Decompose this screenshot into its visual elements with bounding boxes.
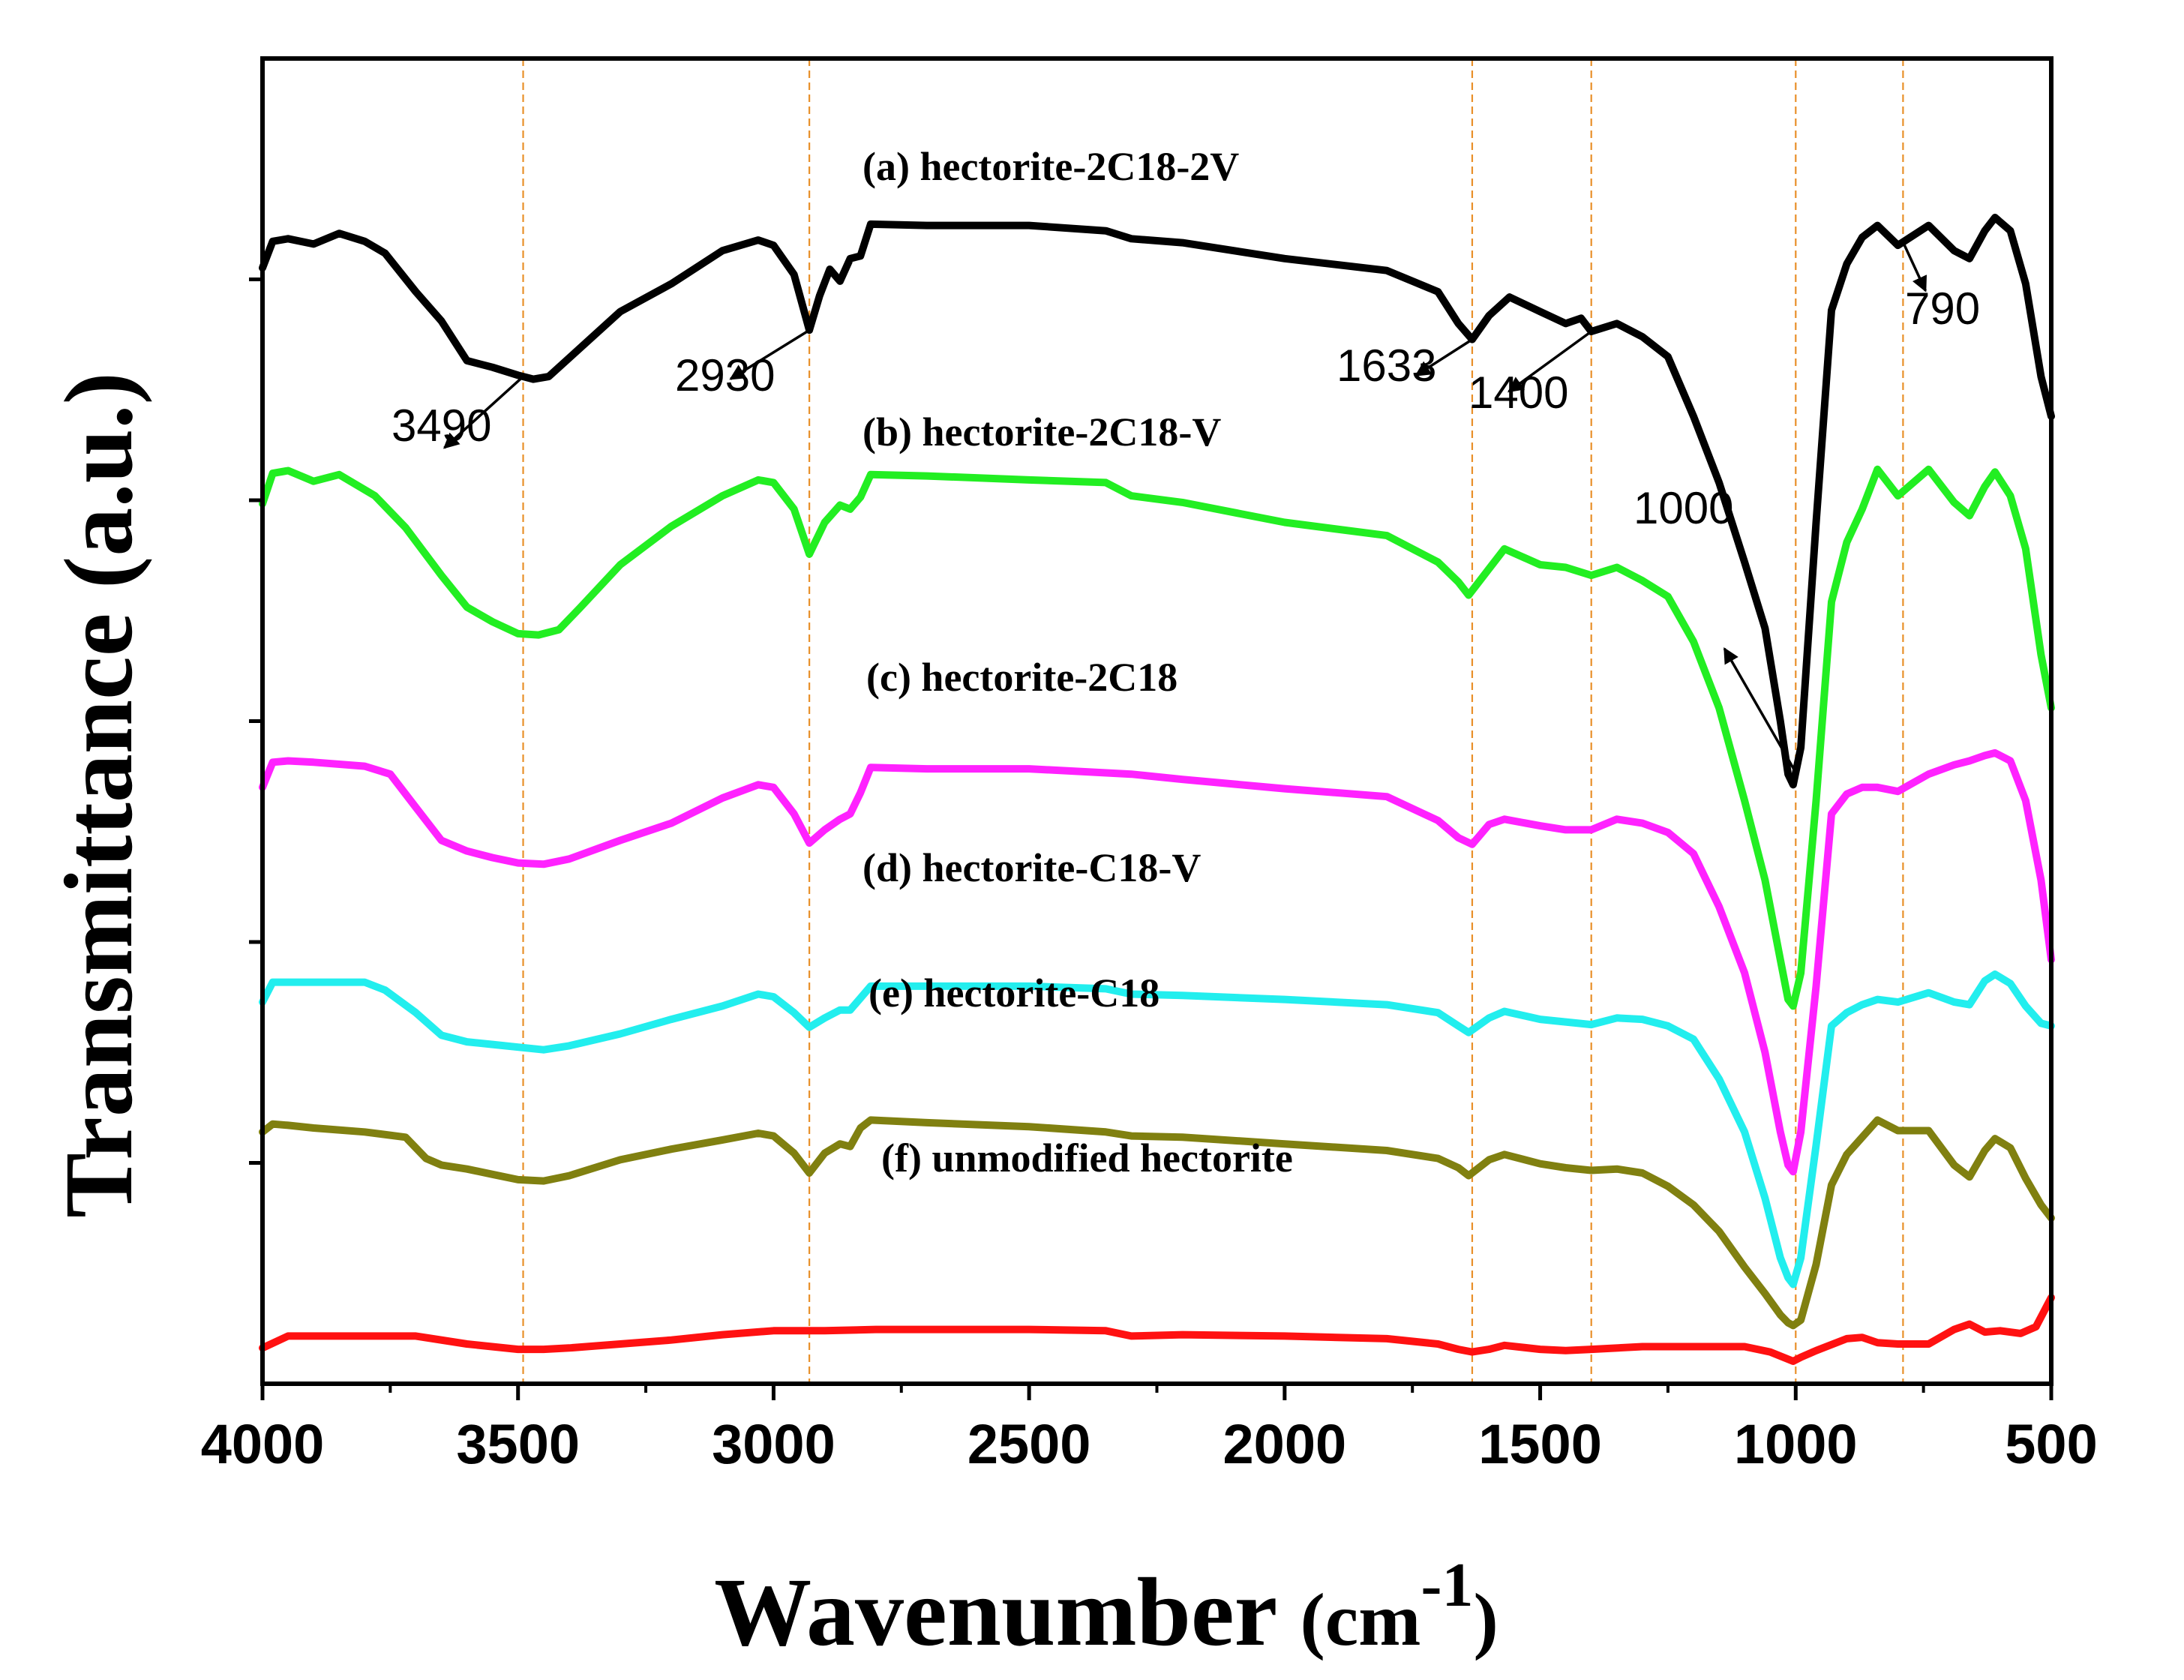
y-axis-title: Transmittance (a.u.) — [45, 372, 153, 1218]
series-line-e — [259, 1116, 2055, 1330]
series-label-b: (b) hectorite-2C18-V — [862, 410, 1221, 454]
annotation-arrow-3490 — [442, 375, 524, 449]
series-layer — [259, 214, 2055, 1365]
x-axis-ticks: 4000 3500 3000 2500 2000 1500 1000 500 — [201, 1384, 2098, 1475]
x-axis-title-unit-sup: -1 — [1420, 1550, 1473, 1620]
annotation-arrow-1400 — [1508, 330, 1592, 393]
annotation-label-2930: 2930 — [675, 350, 775, 400]
annotation-label-1400: 1400 — [1468, 368, 1568, 418]
annotation-arrow-1000 — [1723, 647, 1797, 773]
x-axis-title-main: Wavenumber — [714, 1558, 1300, 1666]
x-tick-label-4000: 4000 — [201, 1413, 325, 1475]
series-line-b — [259, 465, 2055, 1010]
annotation-arrows — [442, 241, 1927, 773]
x-axis-title: Wavenumber (cm-1) — [714, 1550, 1498, 1666]
series-line-d — [259, 970, 2055, 1288]
series-label-c: (c) hectorite-2C18 — [866, 655, 1178, 700]
reference-lines — [522, 58, 1904, 1384]
series-line-c — [259, 748, 2055, 1176]
series-line-a — [259, 214, 2055, 789]
series-label-d: (d) hectorite-C18-V — [862, 845, 1201, 890]
x-axis-title-unit-close: ) — [1473, 1578, 1498, 1661]
y-axis-ticks — [249, 278, 262, 1165]
series-label-a: (a) hectorite-2C18-2V — [862, 144, 1239, 189]
annotation-label-3490: 3490 — [392, 400, 491, 451]
annotation-label-1000: 1000 — [1634, 483, 1733, 533]
x-tick-label-2000: 2000 — [1223, 1413, 1347, 1475]
x-tick-label-3500: 3500 — [456, 1413, 580, 1475]
annotation-label-790: 790 — [1905, 284, 1980, 334]
series-label-f: (f) unmodified hectorite — [881, 1136, 1293, 1180]
annotation-label-1633: 1633 — [1336, 340, 1436, 391]
x-tick-label-2500: 2500 — [968, 1413, 1091, 1475]
x-axis-title-unit: (cm — [1300, 1578, 1420, 1661]
x-tick-label-500: 500 — [2005, 1413, 2097, 1475]
annotation-arrow-790 — [1901, 241, 1927, 292]
series-label-e: (e) hectorite-C18 — [868, 970, 1160, 1016]
series-line-f — [259, 1294, 2055, 1365]
annotation-arrow-1633 — [1414, 338, 1473, 377]
x-tick-label-1500: 1500 — [1478, 1413, 1602, 1475]
x-tick-label-3000: 3000 — [712, 1413, 836, 1475]
annotation-arrow-2930 — [729, 328, 811, 380]
x-tick-label-1000: 1000 — [1734, 1413, 1858, 1475]
